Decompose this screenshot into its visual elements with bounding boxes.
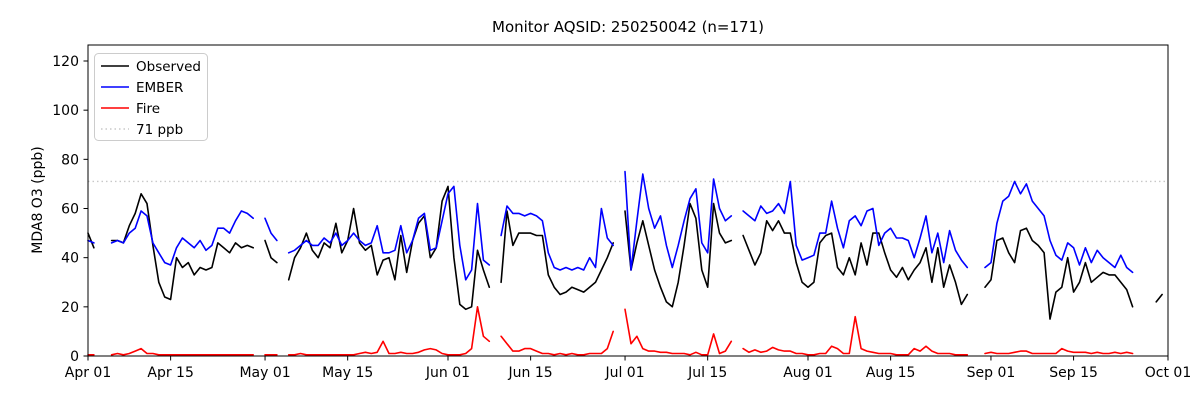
y-tick-label: 0: [70, 349, 79, 365]
y-tick-label: 40: [61, 251, 79, 267]
y-tick-label: 100: [52, 103, 79, 119]
x-tick-label: Aug 15: [866, 365, 916, 381]
y-tick-label: 80: [61, 152, 79, 168]
chart-title: Monitor AQSID: 250250042 (n=171): [492, 18, 764, 36]
x-tick-label: Jun 15: [508, 365, 553, 381]
y-axis-label: MDA8 O3 (ppb): [30, 146, 46, 254]
x-tick-label: May 01: [239, 365, 290, 381]
legend-item-observed: Observed: [101, 59, 201, 75]
y-tick-label: 20: [61, 300, 79, 316]
legend-box: [94, 53, 208, 141]
legend-label-observed: Observed: [136, 59, 201, 75]
x-tick-label: Jul 15: [687, 365, 727, 381]
x-tick-label: Jun 01: [425, 365, 470, 381]
x-tick-label: Oct 01: [1145, 365, 1191, 381]
x-tick-label: Jul 01: [604, 365, 644, 381]
legend-label-ember: EMBER: [136, 80, 183, 96]
axes-frame: [87, 44, 1169, 357]
observed-line: [87, 185, 1163, 320]
x-tick-label: Sep 15: [1049, 365, 1098, 381]
legend-item-threshold: 71 ppb: [101, 122, 183, 138]
x-axis-ticks: Apr 01 Apr 15 May 01 May 15 Jun 01 Jun 15 Jul …: [65, 356, 1191, 381]
x-tick-label: May 15: [322, 365, 373, 381]
legend-item-fire: Fire: [101, 101, 160, 117]
data-series-layer: [87, 170, 1163, 356]
legend-label-fire: Fire: [136, 101, 160, 117]
legend-label-threshold: 71 ppb: [136, 122, 183, 138]
y-axis-ticks: 0 20 40 60 80 100 120: [52, 54, 88, 365]
fire-line: [87, 306, 1134, 356]
x-tick-label: Apr 15: [147, 365, 193, 381]
x-tick-label: Apr 01: [65, 365, 111, 381]
ember-line: [87, 170, 1134, 281]
x-tick-label: Aug 01: [783, 365, 833, 381]
y-tick-label: 60: [61, 202, 79, 218]
legend: Observed EMBER Fire 71 ppb: [94, 53, 208, 141]
x-tick-label: Sep 01: [967, 365, 1016, 381]
y-tick-label: 120: [52, 54, 79, 70]
legend-item-ember: EMBER: [101, 80, 183, 96]
